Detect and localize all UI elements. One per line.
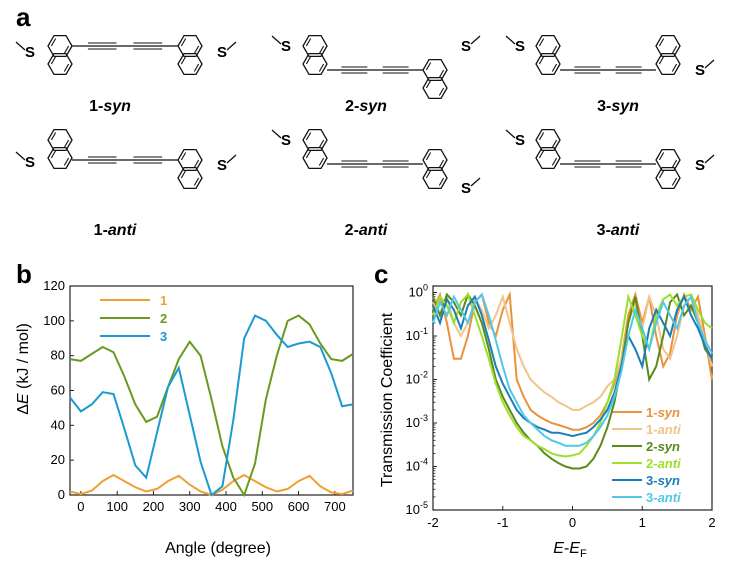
molecule-2-anti: SS: [271, 129, 481, 197]
sulfur-atom: S: [695, 157, 705, 174]
chart-c-series-3-syn: [432, 294, 713, 438]
chart-b-xlabel: Angle (degree): [165, 540, 271, 557]
chart-b-xtick-label: 700: [324, 499, 346, 514]
molecule-label-2-anti: 2-anti: [345, 222, 388, 239]
chart-energy-vs-angle: 0 100 200 300 400 500 600 700 0 20 40 60 80 100 120 1 2 3: [43, 278, 354, 514]
chart-b-xtick-label: 100: [106, 499, 128, 514]
chart-c-ytick-label: 10-2: [406, 370, 428, 387]
chart-b-series-3: [69, 314, 354, 497]
chart-c-xtick-label: -1: [497, 515, 509, 530]
molecule-3-syn: SS: [505, 35, 715, 79]
molecule-3-syn-naphthalene-right: [655, 34, 681, 76]
sulfur-atom: S: [217, 157, 227, 174]
chart-c-ytick-label: 100: [409, 283, 428, 300]
chart-b-ytick-label: 0: [58, 487, 65, 502]
molecule-2-syn-naphthalene-left: [302, 34, 328, 76]
sulfur-atom: S: [461, 38, 471, 55]
molecule-3-anti-naphthalene-left: [535, 128, 561, 170]
chart-b-legend-label: 3: [160, 329, 167, 344]
chart-c-ytick-label: 10-4: [406, 457, 428, 474]
molecule-2-anti-naphthalene-left: [302, 128, 328, 170]
sulfur-atom: S: [515, 132, 525, 149]
chart-b-xtick-label: 0: [77, 499, 84, 514]
chart-c-xtick-label: -2: [427, 515, 439, 530]
chart-b-ytick-label: 80: [51, 348, 65, 363]
chart-b-xtick-label: 400: [215, 499, 237, 514]
molecule-2-syn-naphthalene-right: [422, 58, 448, 100]
chart-c-legend-label: 1-syn: [646, 405, 680, 420]
chart-c-ytick-label: 10-5: [406, 500, 428, 517]
chart-b-series-2: [69, 314, 354, 498]
chart-c-legend-label: 1-anti: [646, 422, 681, 437]
chart-c-legend-label: 2-anti: [646, 456, 681, 471]
chart-c-legend-label: 3-anti: [646, 490, 681, 505]
chart-c-legend-label: 3-syn: [646, 473, 680, 488]
chart-c-xtick-label: 0: [569, 515, 576, 530]
chart-b-legend-label: 2: [160, 311, 167, 326]
chart-b-ytick-label: 60: [51, 383, 65, 398]
molecule-label-2-syn: 2-syn: [345, 98, 387, 115]
chart-b-ylabel: ΔE (kJ / mol): [15, 323, 32, 415]
sulfur-atom: S: [25, 44, 35, 61]
molecule-1-syn-naphthalene-right: [177, 34, 203, 76]
molecule-1-anti-naphthalene-right: [177, 148, 203, 190]
sulfur-atom: S: [695, 62, 705, 79]
chart-c-series-2-anti: [432, 292, 713, 458]
chart-c-ytick-label: 10-3: [406, 413, 428, 430]
chart-transmission: -2 -1 0 1 2 100 10-1 10-2 10-3 10-4 10-5 1-syn 1-ant…: [406, 283, 716, 530]
chart-b-xtick-label: 600: [288, 499, 310, 514]
sulfur-atom: S: [281, 132, 291, 149]
panel-label-a: a: [16, 2, 31, 32]
chart-c-legend-label: 2-syn: [646, 439, 680, 454]
chart-b-ytick-label: 40: [51, 417, 65, 432]
chart-c-xtick-label: 2: [708, 515, 715, 530]
sulfur-atom: S: [461, 180, 471, 197]
chart-c-series-3-anti: [432, 292, 713, 447]
chart-c-ytick-label: 10-1: [406, 326, 428, 343]
molecule-label-3-syn: 3-syn: [597, 98, 639, 115]
chart-b-xtick-label: 200: [143, 499, 165, 514]
chart-c-xtick-label: 1: [639, 515, 646, 530]
molecule-1-anti-naphthalene-left: [47, 128, 73, 170]
chart-c-ylabel: Transmission Coefficient: [379, 312, 396, 487]
chart-b-legend-label: 1: [160, 293, 167, 308]
sulfur-atom: S: [25, 154, 35, 171]
molecule-3-anti-naphthalene-right: [655, 148, 681, 190]
sulfur-atom: S: [217, 44, 227, 61]
panel-label-b: b: [16, 259, 32, 289]
chart-b-ytick-label: 120: [43, 278, 65, 293]
molecule-1-syn-naphthalene-left: [47, 34, 73, 76]
molecule-label-3-anti: 3-anti: [597, 222, 640, 239]
chart-c-xlabel: E-EF: [553, 540, 587, 560]
sulfur-atom: S: [281, 38, 291, 55]
molecule-3-anti: SS: [505, 129, 715, 174]
sulfur-atom: S: [515, 38, 525, 55]
chart-b-xtick-label: 500: [251, 499, 273, 514]
molecule-label-1-anti: 1-anti: [94, 222, 137, 239]
molecule-label-1-syn: 1-syn: [89, 98, 131, 115]
chart-b-ytick-label: 20: [51, 452, 65, 467]
molecule-2-anti-naphthalene-right: [422, 148, 448, 190]
panel-label-c: c: [374, 259, 388, 289]
chart-c-series-2-syn: [432, 292, 713, 470]
chart-b-ytick-label: 100: [43, 313, 65, 328]
molecule-3-syn-naphthalene-left: [535, 34, 561, 76]
chart-b-xtick-label: 300: [179, 499, 201, 514]
